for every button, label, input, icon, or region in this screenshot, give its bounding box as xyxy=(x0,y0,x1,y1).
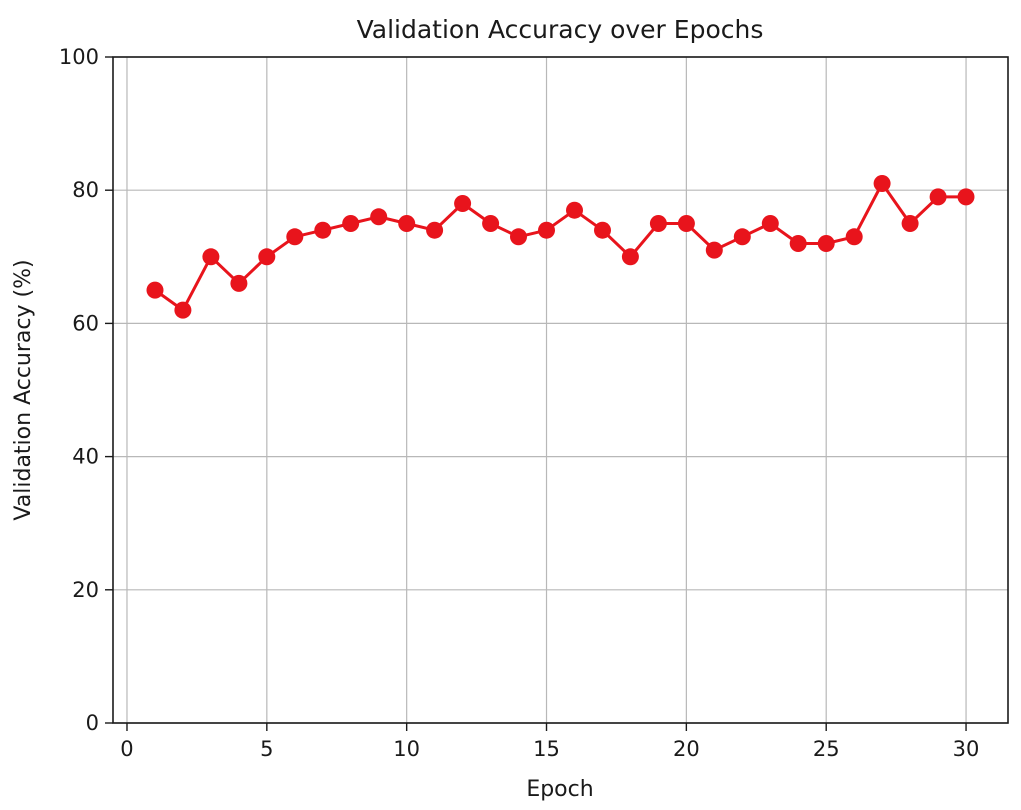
grid xyxy=(113,56,1008,724)
x-tick-label: 10 xyxy=(393,737,420,761)
data-point xyxy=(817,235,835,252)
data-point xyxy=(314,221,332,239)
data-point xyxy=(733,228,751,246)
data-point xyxy=(761,215,779,232)
data-point xyxy=(174,301,192,319)
plot-area-frame xyxy=(112,56,1009,724)
data-point xyxy=(202,248,220,266)
data-point xyxy=(454,195,472,212)
data-point xyxy=(342,215,360,232)
data-point xyxy=(426,221,444,239)
data-point xyxy=(538,221,555,239)
x-tick-label: 0 xyxy=(120,737,133,761)
series-layer xyxy=(146,175,975,319)
data-point xyxy=(594,221,611,239)
y-axis-label: Validation Accuracy (%) xyxy=(11,259,36,520)
data-point xyxy=(929,188,947,206)
y-tick-label: 60 xyxy=(72,311,99,335)
data-point xyxy=(510,228,527,246)
data-point xyxy=(370,208,388,226)
x-axis-label: Epoch xyxy=(526,777,593,802)
data-point xyxy=(482,215,500,232)
data-point xyxy=(677,215,695,232)
x-tick-label: 25 xyxy=(813,737,840,761)
data-point xyxy=(957,188,975,206)
y-tick-label: 100 xyxy=(59,45,99,69)
x-tick-label: 20 xyxy=(673,737,700,761)
data-point xyxy=(398,215,416,232)
y-tick-label: 20 xyxy=(72,578,99,602)
data-point xyxy=(789,235,807,252)
y-tick-label: 40 xyxy=(72,445,99,469)
data-point xyxy=(705,241,723,259)
data-point xyxy=(146,281,164,299)
data-point xyxy=(845,228,863,246)
chart-title: Validation Accuracy over Epochs xyxy=(357,15,764,44)
x-tick-label: 30 xyxy=(953,737,980,761)
data-point xyxy=(566,201,583,219)
data-point xyxy=(873,175,891,192)
data-point xyxy=(286,228,304,246)
data-point xyxy=(258,248,276,266)
data-point xyxy=(230,274,248,292)
x-tick-label: 5 xyxy=(260,737,273,761)
data-point xyxy=(901,215,919,232)
series-line xyxy=(154,182,966,312)
axes: 0 5 10 15 20 25 30 0 20 40 60 80 100 xyxy=(59,45,980,761)
data-point xyxy=(621,248,639,266)
x-tick-label: 15 xyxy=(533,737,560,761)
y-tick-label: 80 xyxy=(72,178,99,202)
data-point xyxy=(649,215,667,232)
y-tick-label: 0 xyxy=(86,711,99,735)
